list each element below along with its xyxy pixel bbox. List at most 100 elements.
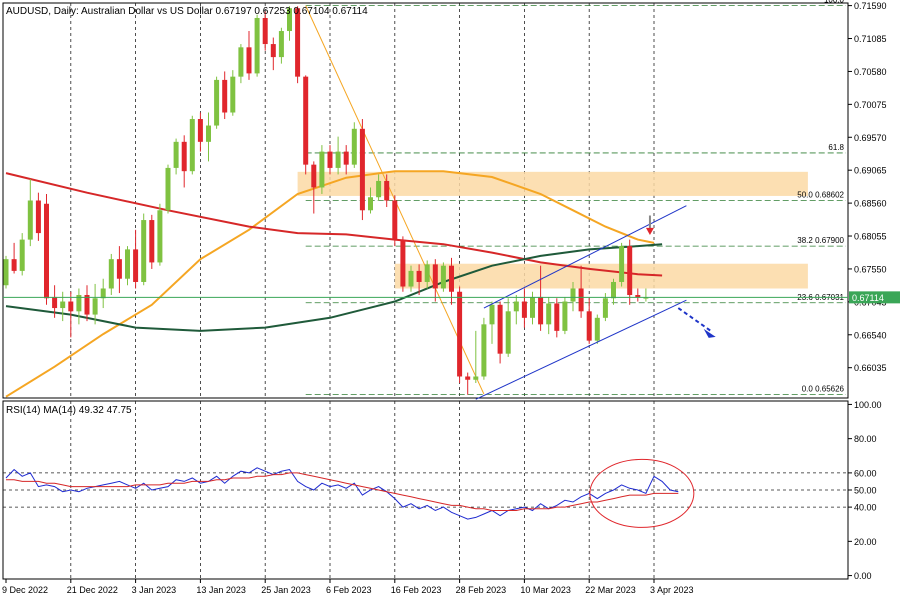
y-tick-label: 0.71085 <box>854 34 887 44</box>
candle-body <box>546 303 552 325</box>
rsi-ma-line <box>6 472 679 511</box>
x-tick-label: 25 Jan 2023 <box>261 585 311 595</box>
candle-body <box>343 151 349 165</box>
fib-level-label: 61.8 <box>828 143 844 152</box>
rsi-line <box>5 467 679 520</box>
candle-body <box>368 197 373 211</box>
y-tick-label: 0.70580 <box>854 67 887 77</box>
rsi-y-tick-label: 20.00 <box>854 537 877 547</box>
candle-body <box>100 288 106 299</box>
candle-body <box>635 295 641 298</box>
y-tick-label: 0.69065 <box>854 166 887 176</box>
rsi-layer <box>3 458 848 528</box>
down-arrow-head-icon <box>645 227 654 236</box>
candle-body <box>513 301 519 312</box>
y-tick-label: 0.66540 <box>854 330 887 340</box>
x-tick-label: 9 Dec 2022 <box>2 585 48 595</box>
grid-layer <box>70 3 655 579</box>
candle-body <box>570 288 576 302</box>
candle-body <box>473 376 479 380</box>
fib-level-label: 50.0 0.68602 <box>797 190 844 199</box>
candle-body <box>489 304 495 325</box>
candle-body <box>76 295 82 312</box>
candle-body <box>108 259 114 289</box>
candle-body <box>440 265 446 289</box>
candle-body <box>116 259 122 279</box>
candle-body <box>262 17 268 45</box>
symbol-header: AUDUSD, Daily: Australian Dollar vs US D… <box>6 6 368 17</box>
rsi-y-tick-label: 60.00 <box>854 468 877 478</box>
fib-level-label: 0.0 0.65626 <box>802 384 845 393</box>
candle-body <box>11 259 17 271</box>
candle-body <box>84 295 90 315</box>
y-tick-label: 0.66035 <box>854 363 887 373</box>
rsi-y-tick-label: 100.00 <box>854 400 882 410</box>
candle-body <box>643 297 649 299</box>
candle-body <box>3 259 9 286</box>
candles-layer <box>3 6 649 395</box>
y-tick-label: 0.69570 <box>854 133 887 143</box>
candle-body <box>465 376 471 380</box>
x-tick-label: 16 Feb 2023 <box>391 585 442 595</box>
candle-body <box>157 210 163 263</box>
x-tick-label: 10 Mar 2023 <box>520 585 571 595</box>
rsi-y-tick-label: 0.00 <box>854 571 872 581</box>
candle-body <box>457 291 463 377</box>
candle-body <box>270 44 276 58</box>
rsi-y-tick-label: 40.00 <box>854 503 877 513</box>
candle-body <box>497 304 503 354</box>
candle-body <box>327 151 333 168</box>
candle-body <box>68 301 74 312</box>
candle-body <box>303 76 309 165</box>
highlight-circle <box>589 458 695 528</box>
candle-body <box>505 311 511 354</box>
y-tick-label: 0.68055 <box>854 232 887 242</box>
fib-level-label: 38.2 0.67900 <box>797 236 844 245</box>
x-tick-label: 3 Jan 2023 <box>132 585 177 595</box>
candle-body <box>319 151 325 188</box>
candle-body <box>287 8 292 32</box>
candle-body <box>149 220 155 263</box>
candle-body <box>538 296 544 325</box>
candle-body <box>125 249 130 279</box>
candle-body <box>351 128 357 165</box>
y-tick-label: 0.71590 <box>854 1 887 11</box>
candle-body <box>530 296 535 318</box>
ema-green-line <box>5 243 663 332</box>
candle-body <box>432 264 438 289</box>
candle-body <box>278 31 284 58</box>
candle-body <box>206 125 211 142</box>
x-tick-label: 28 Feb 2023 <box>456 585 507 595</box>
channel-layer <box>475 205 687 400</box>
channel-upper-line <box>483 205 687 309</box>
candle-body <box>521 301 527 318</box>
zones-layer <box>297 171 808 289</box>
candle-body <box>611 281 616 299</box>
candle-body <box>359 128 365 211</box>
supply-demand-zone <box>394 263 808 289</box>
candle-body <box>19 239 25 271</box>
projection-arrow-icon <box>677 307 712 332</box>
supply-demand-zone <box>297 171 808 196</box>
candle-body <box>141 220 147 282</box>
candle-body <box>384 180 390 201</box>
candle-body <box>311 164 317 188</box>
candle-body <box>335 151 341 168</box>
candle-body <box>416 270 422 282</box>
candle-body <box>376 180 382 198</box>
y-tick-label: 0.67550 <box>854 264 887 274</box>
x-tick-label: 22 Mar 2023 <box>585 585 636 595</box>
candle-body <box>392 200 398 240</box>
candle-body <box>408 270 414 287</box>
x-tick-label: 3 Apr 2023 <box>650 585 694 595</box>
main-plot-frame <box>2 2 849 399</box>
candle-body <box>400 239 406 287</box>
current-price-badge <box>849 291 900 304</box>
candle-body <box>586 311 592 341</box>
projection-arrow-head-icon <box>703 328 716 338</box>
x-tick-label: 13 Jan 2023 <box>196 585 246 595</box>
candle-body <box>181 141 187 172</box>
rsi-y-tick-label: 50.00 <box>854 486 877 496</box>
